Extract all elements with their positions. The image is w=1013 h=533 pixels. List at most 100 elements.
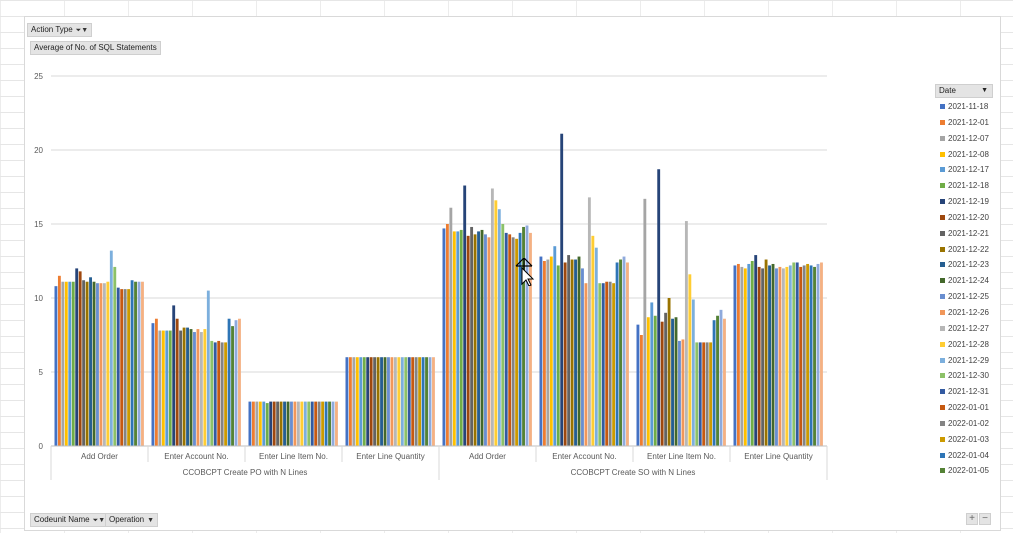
bar: [553, 246, 557, 446]
codeunit-name-filter-button[interactable]: Codeunit Name ⏷▼: [30, 513, 110, 527]
legend-item: 2021-12-17: [935, 164, 993, 180]
legend-title: Date: [939, 86, 956, 95]
filter-dropdown-icon: ⏷▼: [92, 517, 106, 524]
bar: [775, 268, 778, 446]
legend-swatch: [940, 357, 945, 363]
bar: [407, 357, 411, 446]
legend-item: 2021-12-22: [935, 244, 993, 260]
bar: [480, 229, 484, 446]
zoom-in-button[interactable]: +: [966, 513, 978, 525]
bar: [442, 228, 446, 446]
bar: [165, 330, 169, 446]
bar: [484, 234, 487, 446]
bar: [224, 342, 228, 446]
bar: [123, 289, 127, 446]
y-tick-label: 5: [39, 368, 44, 377]
legend-label: 2021-12-07: [948, 133, 989, 143]
bar: [85, 281, 89, 446]
bar: [806, 263, 810, 446]
bar: [71, 281, 75, 446]
bar: [168, 330, 172, 446]
bar: [549, 256, 553, 446]
bar: [179, 330, 183, 446]
bar: [671, 318, 674, 446]
legend-item: 2021-12-07: [935, 133, 993, 149]
bar: [137, 281, 141, 446]
bar: [587, 197, 591, 446]
legend-item: 2021-12-25: [935, 291, 993, 307]
legend-item: 2021-12-29: [935, 355, 993, 371]
action-type-filter-button[interactable]: Action Type ⏷▼: [27, 23, 93, 37]
bar: [189, 329, 193, 446]
bar: [688, 274, 692, 446]
legend-label: 2022-01-02: [948, 418, 989, 428]
bar: [352, 357, 356, 446]
bar: [594, 247, 598, 446]
bar: [269, 401, 273, 446]
bar: [324, 401, 328, 446]
filter-dropdown-icon: ⏷▼: [75, 27, 89, 34]
bar: [78, 271, 82, 446]
action-type-label: Action Type: [31, 25, 73, 34]
bar: [373, 357, 377, 446]
bar: [57, 275, 61, 446]
bar: [345, 357, 349, 446]
bar: [258, 401, 262, 446]
bar: [61, 281, 65, 446]
x-tick-label: Enter Line Quantity: [744, 452, 812, 461]
bar: [335, 401, 338, 446]
bar: [626, 262, 629, 446]
legend-date-filter-button[interactable]: Date ▼: [935, 84, 993, 98]
bar: [102, 283, 106, 446]
legend-swatch: [940, 436, 945, 442]
bar: [757, 266, 761, 446]
bar: [477, 231, 480, 446]
bar: [238, 318, 241, 446]
bar: [369, 357, 373, 446]
legend-label: 2021-12-18: [948, 181, 989, 191]
legend-item: 2022-01-04: [935, 450, 993, 466]
bar: [813, 266, 816, 446]
bar: [134, 281, 137, 446]
legend-item: 2021-12-18: [935, 180, 993, 196]
bar: [546, 259, 550, 446]
bar: [577, 256, 581, 446]
bar: [681, 339, 685, 446]
operation-filter-button[interactable]: Operation ▼: [105, 513, 159, 527]
legend-swatch: [940, 294, 945, 300]
bar: [279, 401, 283, 446]
legend-swatch: [940, 199, 945, 205]
bar: [743, 268, 747, 446]
legend-label: 2021-12-27: [948, 323, 989, 333]
bar: [418, 357, 422, 446]
bar: [231, 326, 234, 446]
bar: [199, 332, 203, 446]
bar: [206, 290, 210, 446]
legend: Date ▼ 2021-11-18 2021-12-01 2021-12-07 202…: [935, 84, 993, 481]
bar: [605, 281, 609, 446]
bar: [404, 357, 408, 446]
bar: [736, 263, 740, 446]
bar: [68, 281, 72, 446]
bar: [82, 280, 86, 446]
bar: [820, 262, 823, 446]
bar: [747, 263, 751, 446]
bar: [428, 357, 432, 446]
codeunit-name-label: Codeunit Name: [34, 515, 90, 524]
legend-item: 2021-12-23: [935, 259, 993, 275]
bar: [702, 342, 706, 446]
bar: [452, 231, 456, 446]
legend-item: 2022-01-02: [935, 418, 993, 434]
x-tick-label: Enter Line Item No.: [259, 452, 328, 461]
legend-item: 2022-01-03: [935, 434, 993, 450]
bar: [584, 283, 588, 446]
value-field-button[interactable]: Average of No. of SQL Statements: [30, 41, 161, 55]
bar: [366, 357, 370, 446]
bar: [414, 357, 418, 446]
zoom-out-button[interactable]: −: [979, 513, 991, 525]
pivot-chart[interactable]: Action Type ⏷▼ Average of No. of SQL Stat…: [24, 16, 1001, 531]
bar: [574, 259, 577, 446]
legend-label: 2021-12-28: [948, 339, 989, 349]
bar: [771, 263, 775, 446]
bar: [75, 268, 79, 446]
